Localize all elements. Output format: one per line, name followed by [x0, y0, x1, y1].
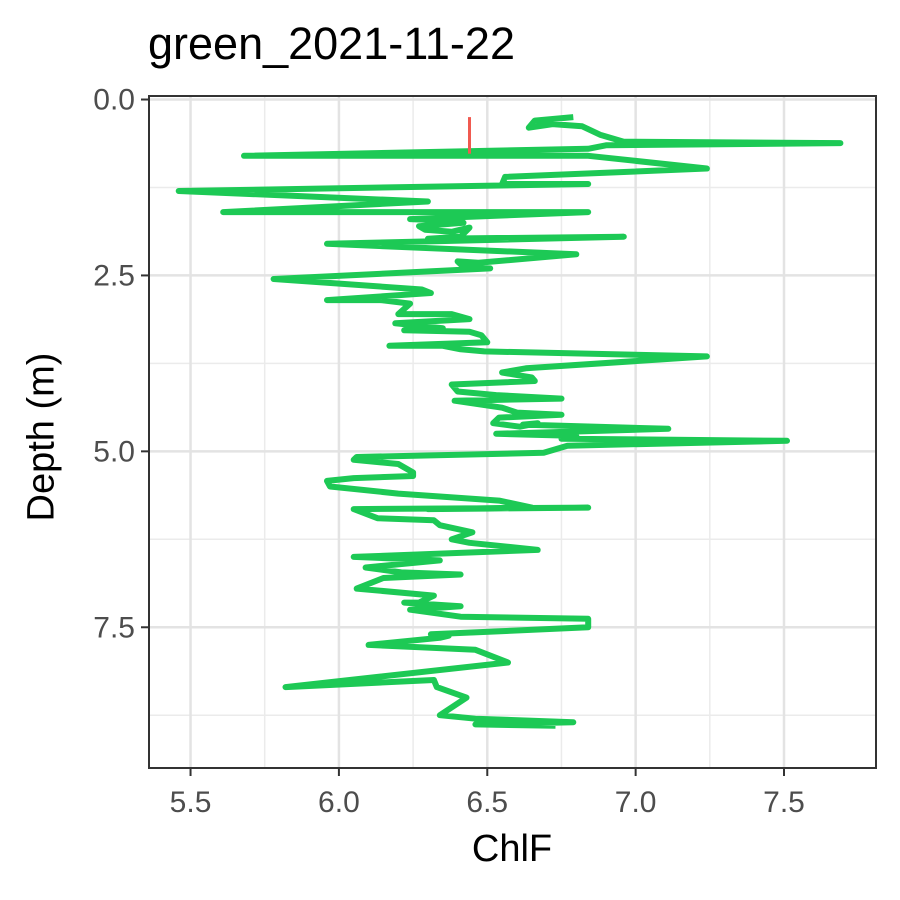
x-tick-label: 6.5 — [466, 786, 508, 819]
x-tick-label: 7.0 — [615, 786, 657, 819]
x-axis: 5.5 6.0 6.5 7.0 7.5 — [170, 768, 805, 819]
x-axis-label: ChlF — [0, 828, 900, 871]
x-tick-label: 7.5 — [763, 786, 805, 819]
y-axis-label: Depth (m) — [21, 353, 64, 522]
y-tick-label: 7.5 — [93, 611, 135, 644]
y-tick-label: 2.5 — [93, 259, 135, 292]
y-tick-label: 0.0 — [93, 84, 135, 117]
series-line-1 — [179, 117, 841, 726]
y-tick-label: 5.0 — [93, 435, 135, 468]
x-tick-label: 5.5 — [170, 786, 212, 819]
series-layer — [179, 117, 841, 726]
x-tick-label: 6.0 — [318, 786, 360, 819]
y-axis: 0.0 2.5 5.0 7.5 — [93, 84, 149, 645]
